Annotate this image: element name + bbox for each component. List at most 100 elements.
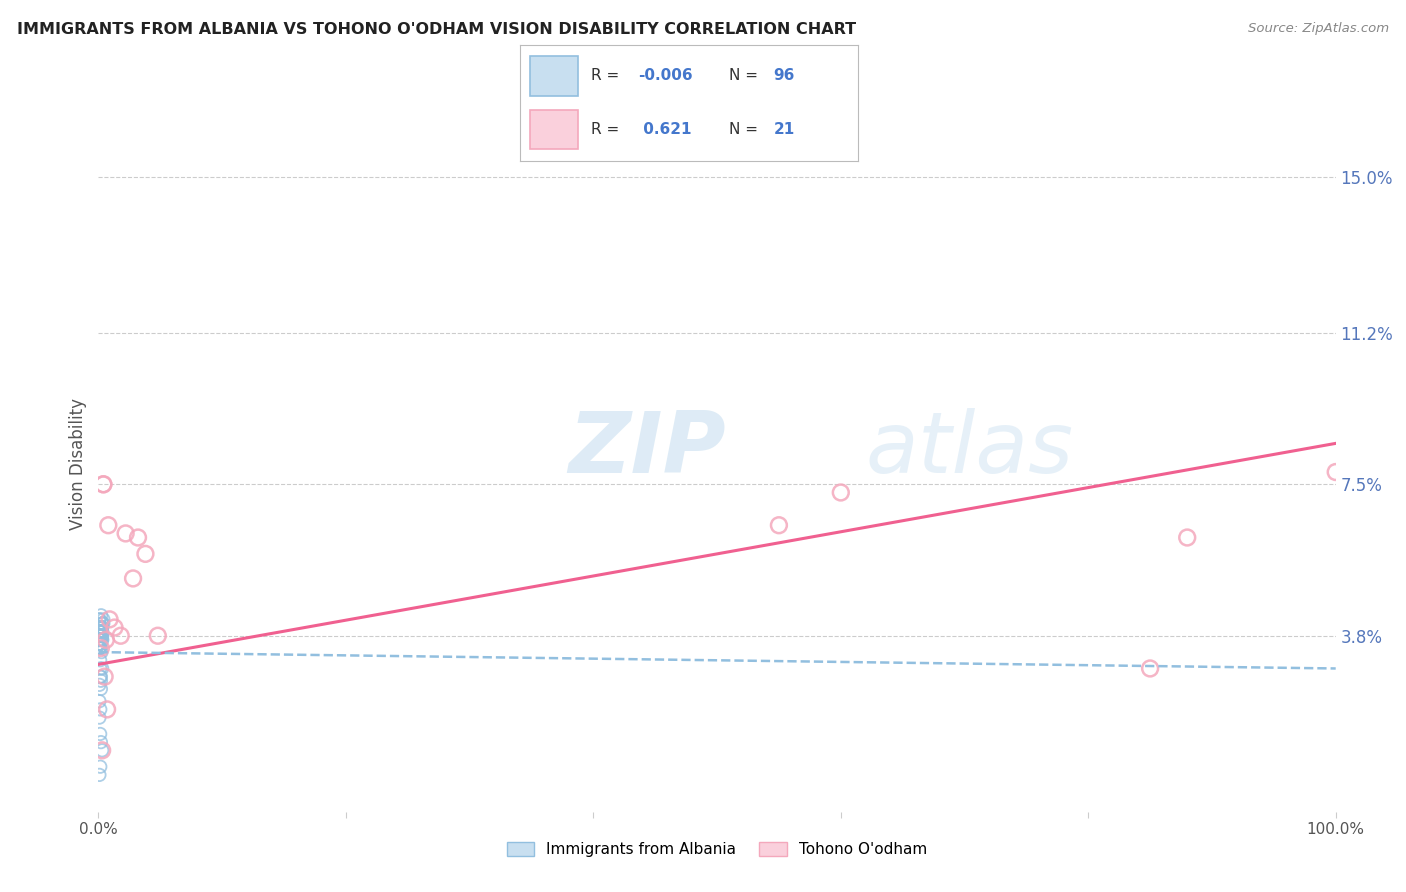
Point <box>89 629 111 643</box>
Point <box>90 637 112 651</box>
Point <box>89 629 111 643</box>
Point <box>89 621 111 635</box>
Point <box>768 518 790 533</box>
Point <box>134 547 156 561</box>
Point <box>93 616 115 631</box>
Point <box>93 670 115 684</box>
Point <box>89 624 111 639</box>
Point <box>91 661 114 675</box>
Point <box>89 694 111 708</box>
Point <box>93 477 115 491</box>
Point <box>90 735 112 749</box>
Point <box>91 743 114 757</box>
Point <box>90 621 112 635</box>
Point <box>89 621 111 635</box>
Point <box>89 670 111 684</box>
Point <box>110 629 132 643</box>
Point <box>89 632 111 647</box>
Point <box>89 632 111 647</box>
Point <box>93 612 115 626</box>
Point <box>91 629 114 643</box>
Point <box>89 710 111 724</box>
Point <box>89 624 111 639</box>
Point <box>90 621 112 635</box>
Point <box>89 640 111 655</box>
Point <box>90 629 112 643</box>
Text: R =: R = <box>591 121 624 136</box>
Point <box>89 629 111 643</box>
Point <box>90 624 112 639</box>
Point <box>89 621 111 635</box>
Point <box>90 645 112 659</box>
Point <box>89 621 111 635</box>
Point <box>89 632 111 647</box>
Point <box>89 637 111 651</box>
Text: atlas: atlas <box>866 409 1074 491</box>
FancyBboxPatch shape <box>530 56 578 95</box>
Point <box>90 673 112 688</box>
Point <box>90 632 112 647</box>
Point <box>91 621 114 635</box>
Point <box>91 616 114 631</box>
Text: -0.006: -0.006 <box>638 69 693 84</box>
Point <box>89 612 111 626</box>
Point <box>90 621 112 635</box>
Point <box>89 637 111 651</box>
Point <box>89 632 111 647</box>
Point <box>90 640 112 655</box>
Point <box>90 681 112 696</box>
Point <box>91 624 114 639</box>
Point <box>90 608 112 623</box>
Point <box>90 624 112 639</box>
Point <box>90 624 112 639</box>
Text: IMMIGRANTS FROM ALBANIA VS TOHONO O'ODHAM VISION DISABILITY CORRELATION CHART: IMMIGRANTS FROM ALBANIA VS TOHONO O'ODHA… <box>17 22 856 37</box>
Point <box>90 624 112 639</box>
Text: N =: N = <box>730 69 763 84</box>
Point <box>103 621 125 635</box>
Point <box>89 637 111 651</box>
Point <box>91 621 114 635</box>
Text: Source: ZipAtlas.com: Source: ZipAtlas.com <box>1249 22 1389 36</box>
Point <box>91 743 114 757</box>
Point <box>91 632 114 647</box>
Point <box>146 629 169 643</box>
Point <box>89 629 111 643</box>
Text: 21: 21 <box>773 121 794 136</box>
Text: ZIP: ZIP <box>568 409 727 491</box>
Point <box>89 624 111 639</box>
Point <box>89 629 111 643</box>
Point <box>89 637 111 651</box>
Point <box>90 629 112 643</box>
Point <box>89 621 111 635</box>
Point <box>89 661 111 675</box>
Point <box>89 629 111 643</box>
Point <box>89 637 111 651</box>
Point <box>89 621 111 635</box>
FancyBboxPatch shape <box>530 110 578 149</box>
Point <box>89 632 111 647</box>
Point <box>89 768 111 782</box>
Point <box>89 727 111 741</box>
Point <box>90 621 112 635</box>
Point <box>91 624 114 639</box>
Point <box>90 624 112 639</box>
Point <box>122 571 145 585</box>
Point <box>89 624 111 639</box>
Point <box>97 518 120 533</box>
Point <box>90 629 112 643</box>
Point <box>89 653 111 667</box>
Point <box>1139 661 1161 675</box>
Text: N =: N = <box>730 121 763 136</box>
Point <box>90 629 112 643</box>
Point <box>89 629 111 643</box>
Point <box>91 616 114 631</box>
Point <box>93 477 115 491</box>
Point <box>89 640 111 655</box>
Point <box>89 760 111 774</box>
Point <box>90 629 112 643</box>
Point <box>91 632 114 647</box>
Point <box>89 640 111 655</box>
Point <box>90 624 112 639</box>
Text: 0.621: 0.621 <box>638 121 692 136</box>
Point <box>89 637 111 651</box>
